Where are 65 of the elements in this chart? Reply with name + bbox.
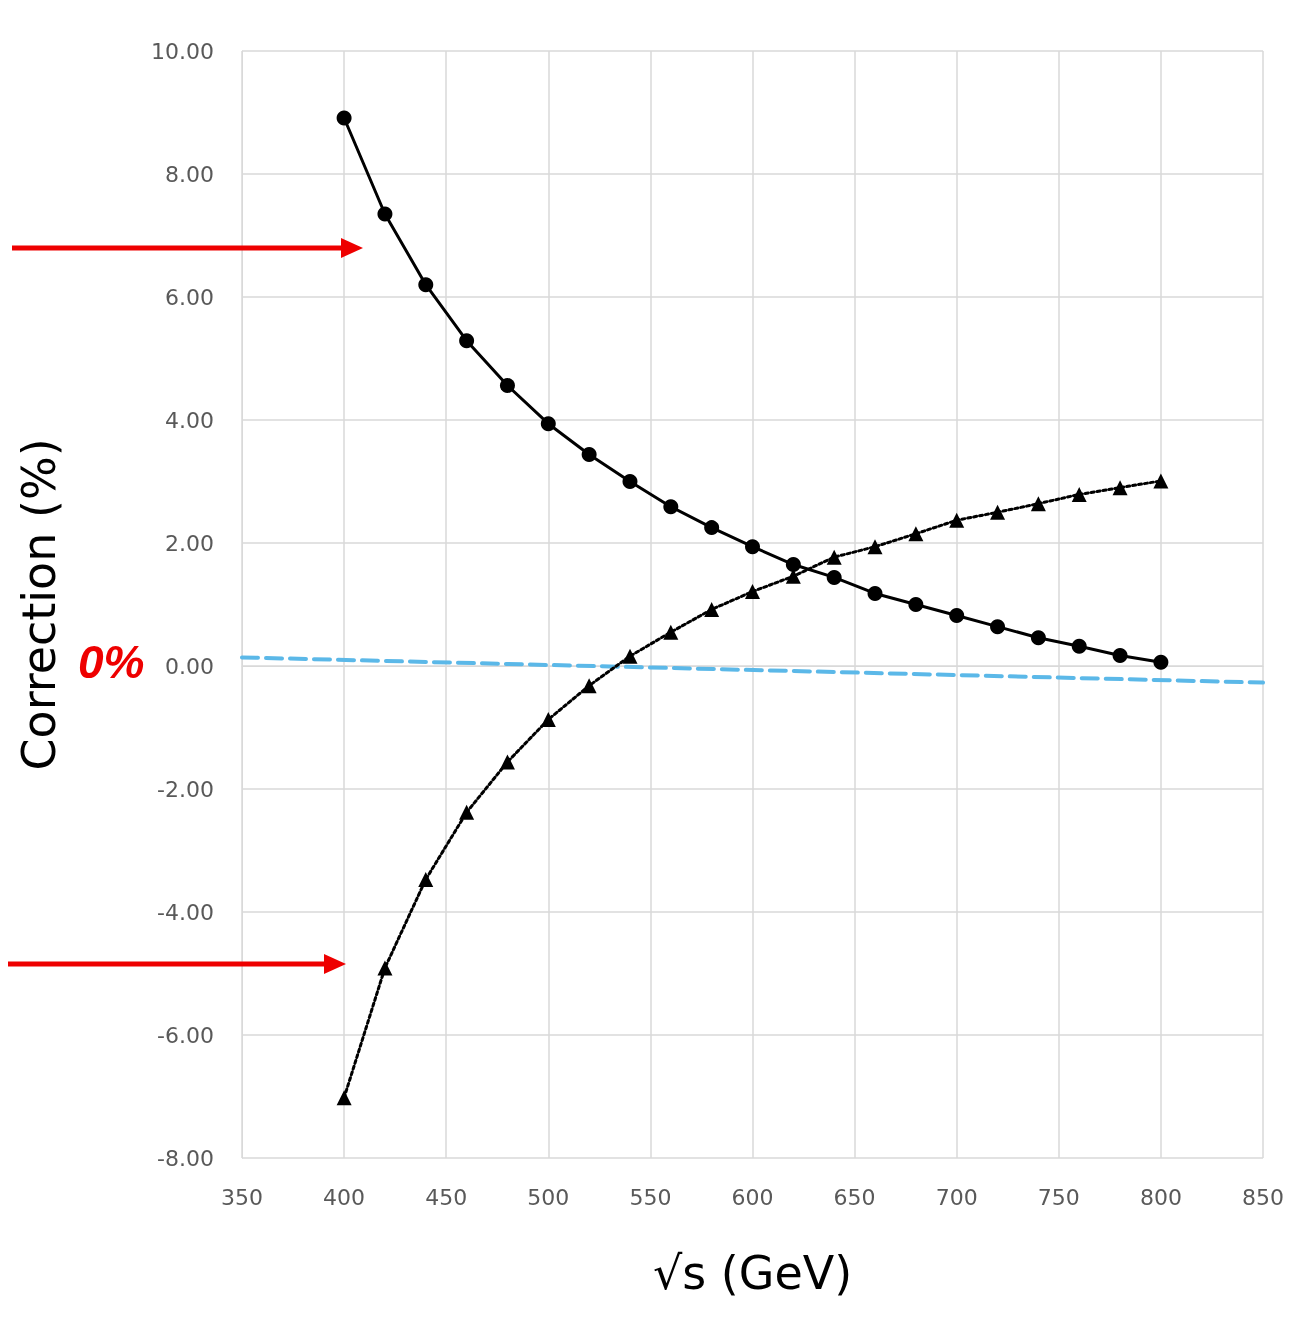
point	[581, 446, 597, 462]
point	[377, 960, 393, 976]
point	[459, 804, 475, 820]
x-tick-label: 400	[323, 1184, 366, 1210]
point	[540, 416, 556, 432]
point	[336, 110, 352, 126]
point	[499, 754, 515, 770]
y-tick-label: 2.00	[165, 530, 214, 556]
point	[1030, 630, 1046, 646]
point	[745, 539, 760, 555]
point	[336, 1090, 352, 1106]
point	[990, 504, 1006, 520]
y-tick-label: -4.00	[157, 899, 214, 925]
point	[908, 597, 924, 612]
point	[826, 549, 842, 565]
point	[990, 619, 1006, 635]
point	[418, 871, 434, 887]
point	[867, 539, 883, 555]
point	[949, 512, 965, 528]
text: 0%	[78, 636, 145, 688]
x-tick-label: 350	[221, 1184, 263, 1210]
point	[826, 569, 842, 585]
point	[622, 648, 638, 664]
point	[540, 712, 556, 728]
point	[908, 526, 924, 542]
point	[949, 608, 965, 624]
y-tick-label: 0.00	[165, 653, 214, 679]
point	[1153, 473, 1169, 489]
y-tick-label: -2.00	[157, 776, 214, 802]
point	[622, 474, 638, 489]
y-tick-label: 6.00	[165, 284, 214, 310]
point	[704, 601, 720, 617]
point	[785, 557, 801, 573]
x-tick-label: 550	[629, 1184, 672, 1210]
point	[867, 585, 883, 601]
point	[1030, 496, 1046, 512]
point	[418, 277, 434, 293]
x-tick-label: 800	[1139, 1184, 1182, 1210]
point	[1071, 638, 1087, 654]
point	[581, 678, 597, 694]
x-axis-title: √s (GeV)	[652, 1246, 853, 1300]
point	[663, 499, 679, 515]
y-tick-label: -6.00	[157, 1022, 214, 1048]
point	[1153, 654, 1169, 670]
x-tick-label: 450	[425, 1184, 468, 1210]
x-tick-label: 700	[935, 1184, 978, 1210]
point	[704, 520, 720, 536]
y-axis-title: Correction (%)	[12, 438, 66, 771]
point	[1112, 648, 1128, 664]
point	[1112, 480, 1128, 496]
x-tick-label: 850	[1242, 1184, 1284, 1210]
x-tick-label: 650	[833, 1184, 876, 1210]
x-tick-label: 750	[1037, 1184, 1080, 1210]
point	[1071, 486, 1087, 502]
point	[663, 624, 679, 640]
y-tick-label: 10.00	[151, 38, 214, 64]
point	[459, 333, 475, 349]
y-tick-label: -8.00	[157, 1145, 214, 1171]
point	[745, 584, 760, 600]
x-tick-label: 500	[527, 1184, 570, 1210]
x-tick-label: 600	[731, 1184, 774, 1210]
y-tick-label: 8.00	[165, 161, 214, 187]
point	[377, 206, 393, 222]
y-tick-label: 4.00	[165, 407, 214, 433]
point	[499, 378, 515, 394]
